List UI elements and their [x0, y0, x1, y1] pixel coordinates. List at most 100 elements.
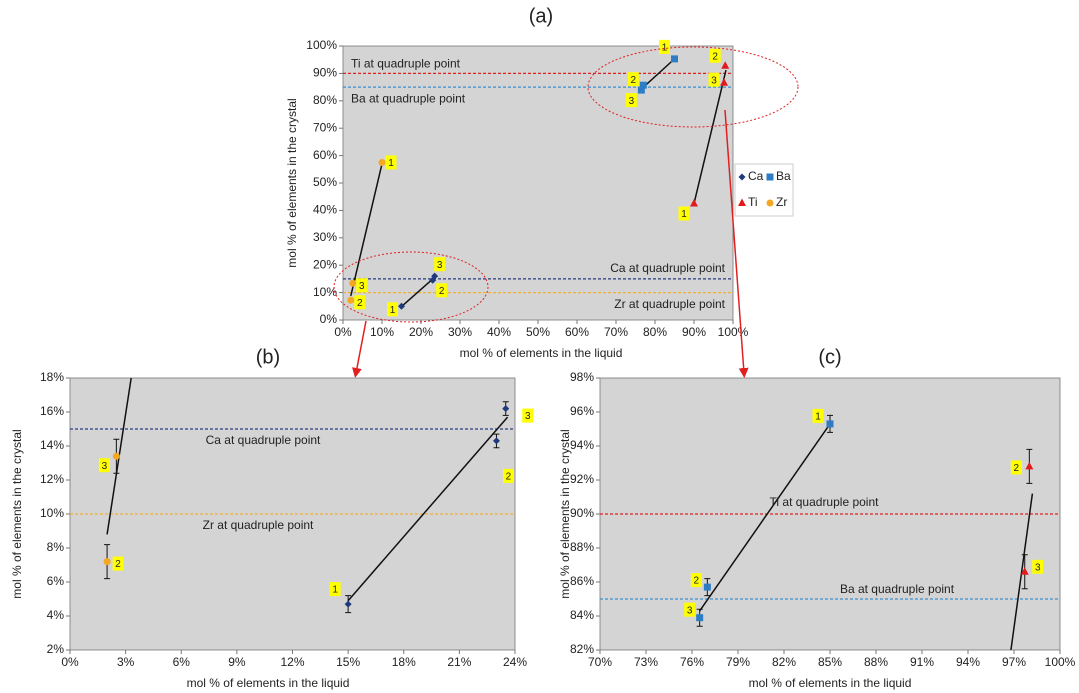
x-tick-label: 100%: [718, 325, 749, 339]
legend-label: Ca: [748, 169, 764, 183]
point-label: 1: [332, 585, 338, 596]
point-label: 3: [102, 461, 108, 472]
x-tick-label: 60%: [565, 325, 589, 339]
y-tick-label: 30%: [313, 230, 337, 244]
chart-title: (a): [529, 5, 553, 27]
legend: Ca Ba Ti Zr: [734, 163, 794, 217]
y-tick-label: 92%: [570, 472, 594, 486]
y-tick-label: 6%: [47, 574, 65, 588]
point-label: 2: [631, 75, 637, 86]
point: [349, 279, 357, 287]
x-tick-label: 21%: [447, 655, 471, 669]
x-tick-label: 24%: [503, 655, 527, 669]
legend-box: [734, 163, 794, 217]
highlight-ellipse: [587, 46, 799, 128]
point-label-box: [522, 408, 534, 423]
x-tick-label: 15%: [336, 655, 360, 669]
point-label-box: [659, 39, 670, 54]
point-label: 2: [694, 576, 700, 587]
point-label: 2: [439, 286, 445, 297]
point: [492, 437, 500, 445]
legend-label: Ti: [748, 195, 758, 209]
point: [703, 583, 711, 591]
y-tick-label: 96%: [570, 404, 594, 418]
point: [637, 86, 645, 94]
x-tick-label: 79%: [726, 655, 750, 669]
plot-content: [343, 58, 733, 308]
point: [103, 558, 111, 566]
point-label-box: [1032, 559, 1044, 574]
legend-marker: [766, 173, 774, 181]
x-axis-label: mol % of elements in the liquid: [749, 676, 912, 690]
reference-label: Ca at quadruple point: [206, 433, 321, 447]
legend-label: Ba: [776, 169, 791, 183]
point-label-box: [627, 72, 639, 87]
trend-line: [347, 416, 509, 602]
point-label-box: [354, 295, 366, 310]
point: [112, 452, 120, 460]
point: [639, 81, 647, 89]
y-tick-label: 8%: [47, 540, 65, 554]
reference-label: Ba at quadruple point: [840, 582, 955, 596]
point: [671, 55, 678, 63]
x-tick-label: 90%: [682, 325, 706, 339]
y-axis-label: mol % of elements in the crystal: [10, 429, 24, 598]
point: [690, 199, 698, 207]
point-label-box: [1010, 460, 1022, 475]
x-tick-label: 18%: [392, 655, 416, 669]
x-tick-label: 20%: [409, 325, 433, 339]
y-tick-label: 12%: [40, 472, 64, 486]
point-label: 3: [711, 75, 717, 86]
point-label-box: [387, 302, 398, 317]
trend-line: [640, 58, 676, 90]
x-tick-label: 76%: [680, 655, 704, 669]
y-tick-label: 82%: [570, 642, 594, 656]
x-tick-label: 0%: [61, 655, 79, 669]
y-tick-label: 10%: [313, 285, 337, 299]
x-tick-label: 94%: [956, 655, 980, 669]
x-tick-label: 85%: [818, 655, 842, 669]
x-tick-label: 40%: [487, 325, 511, 339]
plot-area: [342, 45, 734, 321]
x-tick-label: 100%: [1045, 655, 1076, 669]
y-tick-label: 0%: [320, 312, 338, 326]
x-tick-label: 80%: [643, 325, 667, 339]
point: [826, 420, 834, 428]
y-tick-label: 98%: [570, 370, 594, 384]
y-tick-label: 94%: [570, 438, 594, 452]
point-label: 2: [357, 298, 363, 309]
chart: (a) mol % of elements in the liquid mol % …: [285, 5, 794, 360]
x-tick-label: 70%: [588, 655, 612, 669]
point: [502, 405, 510, 413]
y-tick-label: 2%: [47, 642, 65, 656]
legend-label: Zr: [776, 195, 787, 209]
chart: (b) mol % of elements in the liquid mol % …: [10, 346, 534, 690]
point-label-box: [434, 257, 446, 272]
x-tick-label: 3%: [117, 655, 135, 669]
y-axis-label: mol % of elements in the crystal: [558, 429, 572, 598]
reference-label: Zr at quadruple point: [203, 518, 314, 532]
point: [720, 78, 729, 86]
y-tick-label: 70%: [313, 120, 337, 134]
point: [347, 296, 355, 304]
legend-marker: [766, 199, 774, 207]
point-label: 2: [115, 559, 121, 570]
trend-line: [350, 163, 383, 297]
point-label-box: [708, 72, 720, 87]
y-tick-label: 20%: [313, 257, 337, 271]
reference-label: Ti at quadruple point: [770, 495, 880, 509]
y-tick-label: 16%: [40, 404, 64, 418]
zoom-arrow: [724, 109, 749, 378]
point-label-box: [98, 458, 110, 473]
x-tick-label: 12%: [280, 655, 304, 669]
trend-line: [401, 276, 436, 308]
legend-marker: [738, 173, 746, 181]
point-label-box: [356, 278, 368, 293]
y-tick-label: 4%: [47, 608, 65, 622]
point: [344, 600, 352, 608]
point-label-box: [502, 468, 514, 483]
point-label: 2: [712, 51, 718, 62]
y-tick-label: 86%: [570, 574, 594, 588]
chart-title: (c): [818, 346, 841, 368]
reference-label: Ba at quadruple point: [351, 91, 466, 105]
